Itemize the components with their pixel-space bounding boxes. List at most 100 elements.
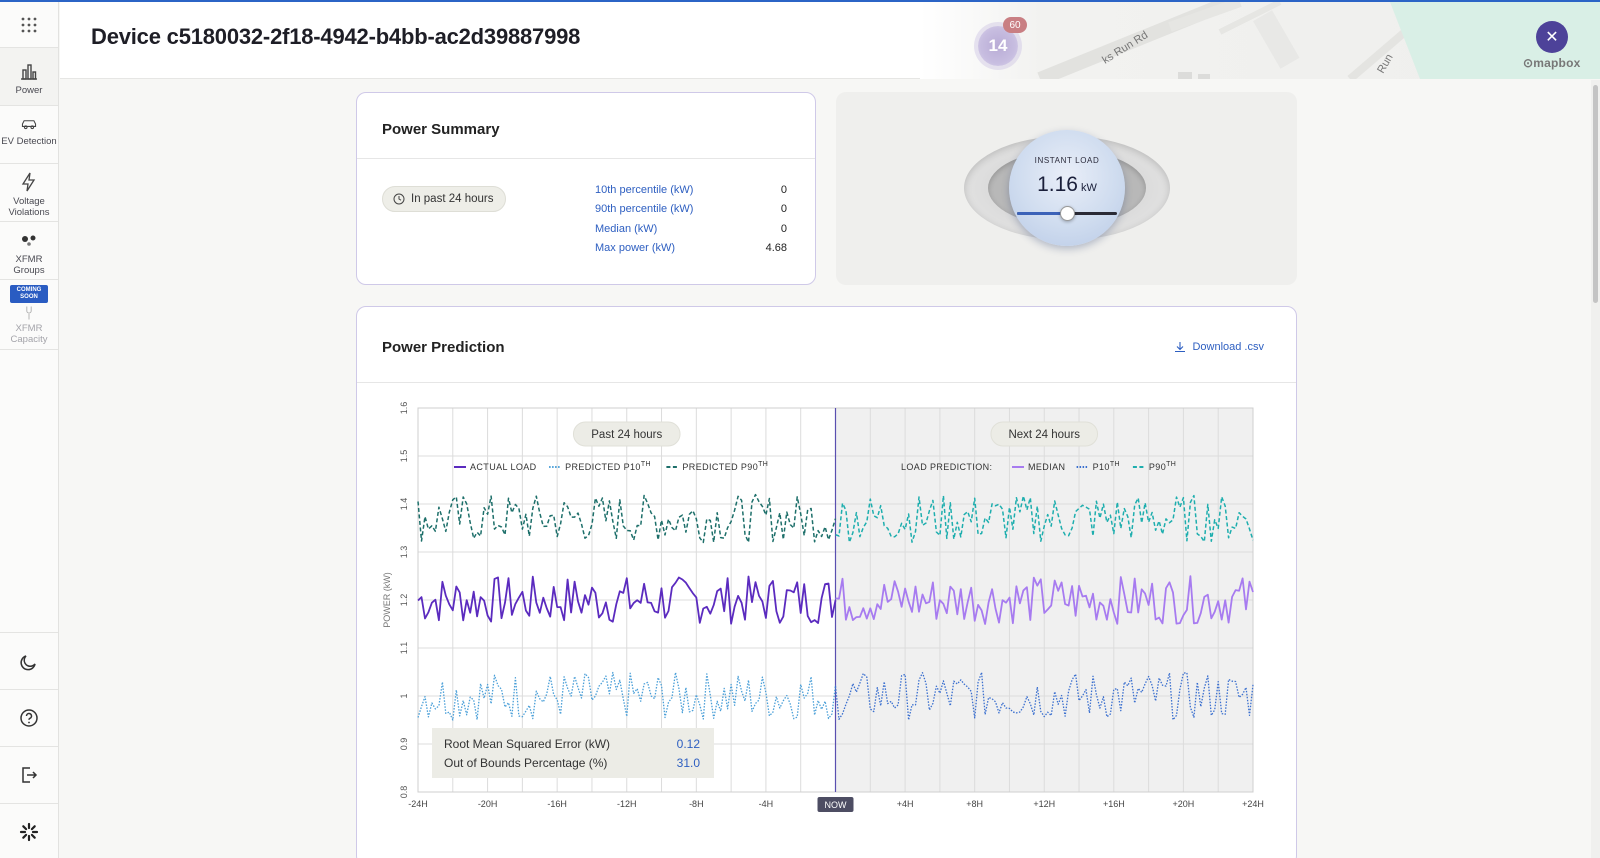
y-tick-label: 1	[399, 693, 409, 698]
x-tick-label: -16H	[547, 799, 567, 809]
sidebar-item-power[interactable]: Power	[0, 48, 58, 106]
metric-label: Out of Bounds Percentage (%)	[444, 756, 607, 770]
period-chip-label: In past 24 hours	[411, 193, 494, 205]
sidebar-item-ev-detection[interactable]: EV Detection	[0, 106, 58, 164]
series-line	[417, 493, 837, 544]
y-tick-label: 0.9	[399, 738, 409, 751]
legend-entry: ACTUAL LOAD	[470, 462, 537, 472]
close-button[interactable]: ✕	[1536, 21, 1568, 53]
sidebar-item-label: XFMR Capacity	[10, 323, 48, 345]
sidebar: Power EV Detection Voltage Violations XF…	[0, 2, 59, 858]
page-scrollbar-thumb[interactable]	[1593, 85, 1598, 303]
y-tick-label: 1.2	[399, 594, 409, 607]
logo-button[interactable]	[0, 803, 58, 858]
metric-value: 0.12	[677, 737, 701, 751]
page-scrollbar-track[interactable]	[1591, 80, 1600, 858]
legend-entry-superscript: TH	[758, 461, 768, 468]
instant-load-card: INSTANT LOAD 1.16 kW	[836, 92, 1297, 285]
metric-label: Root Mean Squared Error (kW)	[444, 737, 610, 751]
x-tick-label: -8H	[689, 799, 704, 809]
coming-soon-badge: COMING SOON	[10, 285, 48, 303]
stat-label: 90th percentile (kW)	[595, 203, 694, 215]
sidebar-item-voltage-violations[interactable]: Voltage Violations	[0, 164, 58, 222]
sidebar-item-xfmr-groups[interactable]: XFMR Groups	[0, 222, 58, 280]
power-summary-title: Power Summary	[382, 121, 500, 138]
legend-entry-superscript: TH	[1110, 461, 1120, 468]
power-prediction-title: Power Prediction	[382, 339, 505, 356]
car-icon	[21, 120, 37, 130]
apps-grid-button[interactable]	[0, 2, 58, 48]
legend-entry-superscript: TH	[1166, 461, 1176, 468]
now-marker-label: NOW	[825, 800, 848, 810]
logout-icon	[22, 767, 38, 783]
x-tick-label: +8H	[966, 799, 983, 809]
series-line	[835, 575, 1254, 625]
legend-entry-superscript: TH	[641, 461, 651, 468]
period-chip[interactable]: In past 24 hours	[382, 186, 507, 212]
stat-row-p90: 90th percentile (kW) 0	[595, 203, 787, 221]
x-tick-label: +4H	[897, 799, 914, 809]
help-icon	[20, 709, 38, 727]
map-cluster-badge: 60	[1003, 17, 1027, 33]
gauge-slider-knob[interactable]	[1060, 206, 1075, 221]
mini-map[interactable]: ks Run Rd Run	[920, 2, 1600, 79]
x-tick-label: -12H	[617, 799, 637, 809]
instant-load-label: INSTANT LOAD	[1034, 156, 1100, 165]
apps-grid-icon	[21, 17, 37, 32]
stat-label: Median (kW)	[595, 223, 658, 235]
y-axis-label: POWER (kW)	[382, 572, 392, 628]
moon-icon	[20, 655, 36, 671]
clock-icon	[393, 193, 405, 205]
sidebar-item-xfmr-capacity: COMING SOON XFMR Capacity	[0, 280, 58, 350]
x-tick-label: +20H	[1173, 799, 1195, 809]
stat-label: Max power (kW)	[595, 242, 676, 254]
x-tick-label: -20H	[478, 799, 498, 809]
next-period-label: Next 24 hours	[1008, 429, 1080, 441]
y-tick-label: 1.4	[399, 498, 409, 511]
metric-value: 31.0	[677, 756, 701, 770]
sidebar-item-label: Voltage Violations	[8, 196, 50, 218]
series-line	[417, 575, 837, 625]
series-line	[834, 671, 1254, 721]
legend-entry: P10TH	[1093, 461, 1120, 472]
metrics-box	[432, 728, 714, 778]
x-tick-label: -4H	[759, 799, 774, 809]
legend-future-title: LOAD PREDICTION:	[901, 462, 992, 472]
instant-load-gauge: INSTANT LOAD 1.16 kW	[1009, 130, 1125, 246]
download-csv-button[interactable]: Download .csv	[1174, 341, 1264, 353]
card-divider	[357, 382, 1296, 383]
stat-label: 10th percentile (kW)	[595, 184, 694, 196]
lightning-icon	[21, 172, 36, 192]
power-prediction-chart: 0.8 0.9 1 1.1 1.2 1.3 1.4 1.5 1.6 POWER (kW) -24H -…	[382, 402, 1264, 812]
stat-row-median: Median (kW) 0	[595, 223, 787, 241]
legend-entry: PREDICTED P90TH	[682, 461, 768, 472]
mapbox-attribution[interactable]: ⊙mapbox	[1523, 56, 1580, 70]
legend-entry: MEDIAN	[1028, 462, 1065, 472]
legend-entry: P90TH	[1149, 461, 1176, 472]
x-tick-label: +24H	[1242, 799, 1264, 809]
card-divider	[357, 158, 815, 159]
instant-load-value: 1.16 kW	[1009, 173, 1125, 197]
map-roads: ks Run Rd Run	[1037, 2, 1600, 79]
close-icon: ✕	[1545, 29, 1559, 46]
sidebar-item-label: XFMR Groups	[13, 254, 45, 276]
past-period-label-bg	[572, 421, 681, 447]
y-tick-label: 1.1	[399, 642, 409, 655]
stat-row-max: Max power (kW) 4.68	[595, 242, 787, 260]
y-tick-label: 1.5	[399, 450, 409, 463]
x-tick-label: -24H	[408, 799, 428, 809]
top-accent-line	[0, 0, 1600, 2]
next-period-label-bg	[990, 421, 1099, 447]
stat-value: 0	[780, 223, 787, 235]
logo-icon	[19, 822, 39, 842]
download-icon	[1175, 342, 1186, 353]
page-header: Device c5180032-2f18-4942-b4bb-ac2d39887…	[60, 2, 1600, 79]
dark-mode-button[interactable]	[0, 632, 58, 689]
legend-entry: PREDICTED P10TH	[565, 461, 651, 472]
now-marker-badge	[817, 797, 854, 812]
help-button[interactable]	[0, 689, 58, 746]
past-period-label: Past 24 hours	[591, 429, 662, 441]
logout-button[interactable]	[0, 746, 58, 803]
map-cluster-marker[interactable]: 14	[978, 26, 1018, 66]
transformer-icon	[26, 306, 32, 320]
